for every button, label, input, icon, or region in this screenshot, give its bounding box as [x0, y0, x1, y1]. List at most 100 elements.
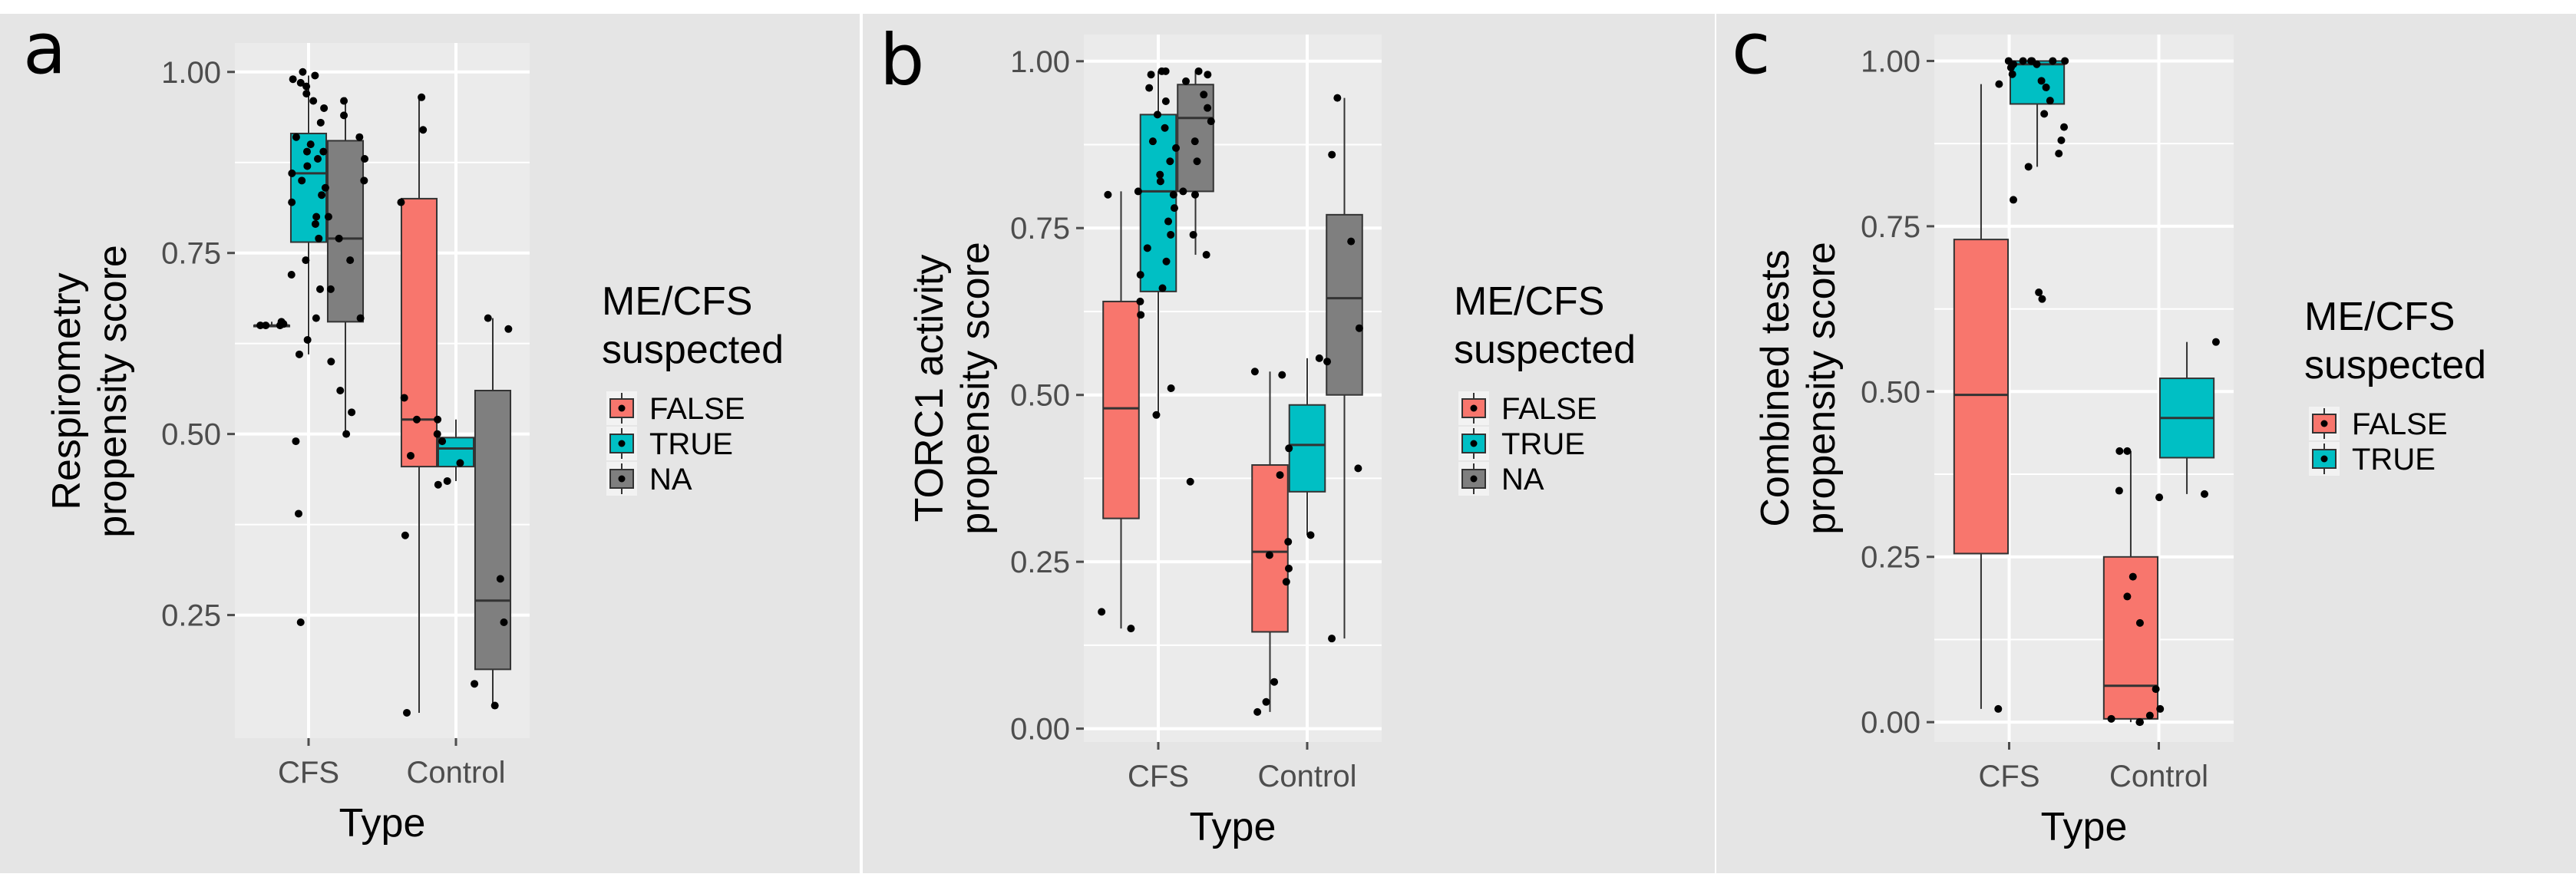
- data-point: [2037, 77, 2046, 85]
- y-tick-label: 0.75: [1010, 212, 1070, 246]
- data-point: [1262, 697, 1270, 706]
- data-point: [2042, 83, 2050, 91]
- data-point: [1204, 71, 1212, 79]
- data-point: [287, 271, 296, 279]
- legend-label-true: TRUE: [1501, 427, 1585, 461]
- box-cfs-true: [1139, 71, 1177, 415]
- data-point: [1284, 538, 1293, 546]
- box-body: [1251, 464, 1289, 633]
- data-point: [1134, 187, 1142, 196]
- data-point: [342, 430, 351, 438]
- data-point: [311, 71, 319, 80]
- box-body: [474, 390, 512, 671]
- data-point: [403, 708, 411, 717]
- y-axis-title-line2: propensity score: [91, 245, 135, 538]
- data-point: [1265, 551, 1273, 559]
- y-tick-label: 0.00: [1010, 713, 1070, 747]
- data-point: [1172, 143, 1181, 152]
- x-axis-title: Type: [339, 801, 426, 846]
- data-point: [2136, 718, 2145, 727]
- data-point: [302, 90, 311, 98]
- data-point: [1354, 464, 1362, 473]
- data-point: [318, 191, 326, 199]
- legend-label-true: TRUE: [649, 427, 733, 461]
- data-point: [302, 256, 310, 265]
- data-point: [289, 75, 297, 84]
- data-point: [2008, 70, 2016, 78]
- data-point: [320, 104, 329, 112]
- x-tick-label: CFS: [1128, 760, 1189, 793]
- data-point: [1164, 217, 1173, 226]
- data-point: [1194, 67, 1203, 75]
- y-tick-label: 0.75: [161, 237, 221, 271]
- data-point: [1147, 71, 1155, 79]
- data-point: [1355, 324, 1363, 332]
- data-point: [433, 430, 441, 438]
- legend-label-na: NA: [1501, 463, 1544, 496]
- data-point: [2055, 150, 2063, 158]
- data-point: [418, 93, 426, 101]
- data-point: [1156, 177, 1164, 186]
- data-point: [340, 111, 348, 120]
- box-body: [1139, 114, 1177, 292]
- y-tick-label: 0.00: [1861, 706, 1920, 740]
- data-point: [2115, 447, 2124, 455]
- data-point: [346, 256, 355, 265]
- data-point: [302, 82, 311, 91]
- data-point: [1127, 625, 1135, 633]
- legend-key-dot: [2320, 455, 2328, 463]
- data-point: [1152, 411, 1161, 419]
- y-axis-title-line2: propensity score: [953, 242, 998, 535]
- data-point: [1204, 104, 1212, 112]
- data-point: [490, 701, 499, 710]
- data-point: [2145, 711, 2154, 720]
- box-control-false: [1251, 371, 1289, 712]
- data-point: [2123, 592, 2132, 601]
- panel-letter: c: [1732, 8, 1771, 90]
- box-body: [1953, 239, 2010, 555]
- box-body: [1326, 213, 1363, 396]
- data-point: [296, 78, 305, 87]
- data-point: [296, 618, 305, 626]
- y-tick-label: 0.25: [161, 599, 221, 633]
- data-point: [2010, 196, 2018, 204]
- data-point: [2135, 618, 2144, 627]
- data-point: [2040, 110, 2049, 118]
- legend-title-line1: ME/CFS: [2304, 295, 2455, 339]
- legend-key-dot: [1470, 404, 1478, 412]
- data-point: [1282, 578, 1290, 586]
- data-point: [1323, 358, 1332, 366]
- data-point: [2155, 493, 2164, 502]
- data-point: [315, 285, 324, 293]
- data-point: [1182, 77, 1191, 85]
- data-point: [500, 618, 508, 626]
- box-body: [437, 437, 475, 468]
- panel-a: 0.25 0.50 0.75 1.00 CFS Control a Respirometryp…: [0, 8, 860, 873]
- data-point: [1148, 137, 1157, 146]
- data-point: [2033, 60, 2041, 68]
- data-point: [1250, 368, 1259, 376]
- data-point: [1285, 444, 1293, 453]
- legend-key-dot: [1470, 475, 1478, 483]
- data-point: [412, 415, 421, 424]
- box-body: [1288, 404, 1326, 493]
- data-point: [1136, 271, 1144, 279]
- legend-key-false: [609, 398, 634, 418]
- data-point: [288, 198, 296, 206]
- data-point: [2123, 447, 2132, 455]
- data-point: [1328, 150, 1336, 159]
- y-tick-label: 1.00: [1861, 45, 1920, 78]
- y-tick-label: 1.00: [1010, 45, 1070, 79]
- y-tick-label: 0.50: [161, 418, 221, 452]
- x-tick-label: Control: [407, 756, 506, 790]
- x-axis-title: Type: [1190, 805, 1276, 849]
- data-point: [336, 387, 345, 394]
- data-point: [1995, 80, 2003, 88]
- y-axis-title: Combined testspropensity score: [1753, 242, 1844, 535]
- legend-label-false: FALSE: [2352, 407, 2448, 441]
- data-point: [397, 198, 405, 206]
- data-point: [1161, 97, 1170, 105]
- x-tick-label: Control: [2109, 760, 2208, 793]
